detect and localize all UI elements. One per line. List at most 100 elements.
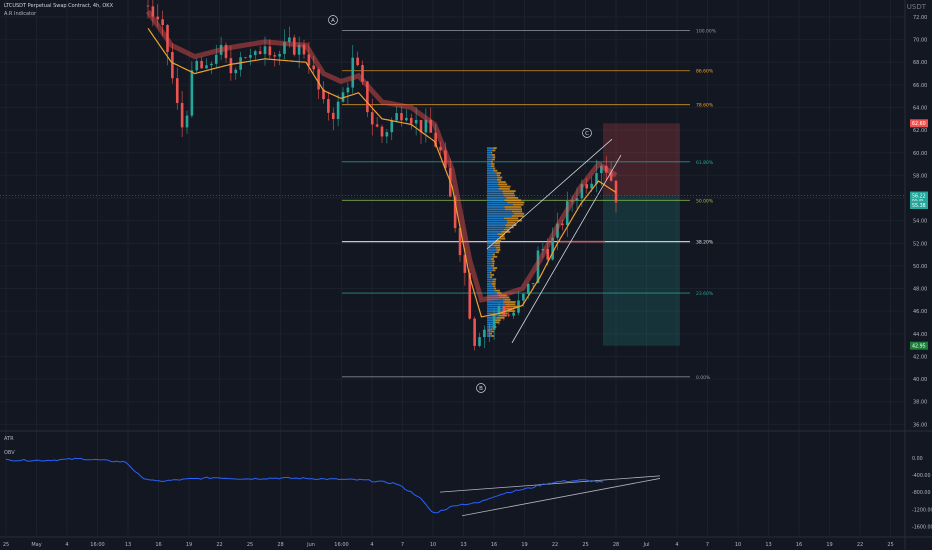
price-tick-label: 66.00 xyxy=(913,83,927,89)
candle-body xyxy=(190,70,194,116)
profile-bar-up xyxy=(487,167,493,170)
profile-bar-down xyxy=(491,154,495,156)
profile-bar-down xyxy=(491,163,495,165)
profile-bar-down xyxy=(507,201,525,204)
profile-bar-up xyxy=(487,269,493,272)
candle-body xyxy=(414,119,418,124)
candle-body xyxy=(180,102,184,128)
profile-bar-up xyxy=(487,267,493,269)
profile-bar-down xyxy=(497,176,503,179)
time-tick-label: 16:00 xyxy=(334,542,348,548)
obv-tick-label: -800.00 xyxy=(912,490,931,496)
profile-bar-up xyxy=(487,174,497,177)
candle-body xyxy=(409,117,413,124)
trendlines[interactable] xyxy=(439,138,661,517)
obv-axis[interactable]: 0.00 -400.00 -800.00 -1200.00 -1600.00 xyxy=(912,456,932,531)
obv-tick-label: 0.00 xyxy=(912,456,923,462)
profile-bar-up xyxy=(487,255,493,258)
candle-body xyxy=(302,44,306,55)
candle-body xyxy=(205,65,208,69)
profile-bar-down xyxy=(497,183,508,186)
price-tag-target-bg xyxy=(910,341,928,350)
profile-bar-up xyxy=(487,240,496,242)
profile-bar-down xyxy=(511,210,523,213)
profile-bar-down xyxy=(493,285,496,288)
profile-bar-down xyxy=(499,296,510,299)
candle-body xyxy=(185,115,189,128)
profile-bar-up xyxy=(487,151,491,154)
risk-reward-projection[interactable] xyxy=(603,123,680,346)
profile-bar-down xyxy=(504,298,511,301)
profile-bar-down xyxy=(492,167,496,170)
obv-line xyxy=(5,457,604,514)
price-tag-target: 42.95 xyxy=(912,343,926,349)
wave-labels: A B C xyxy=(328,15,592,393)
time-tick-label: Jul xyxy=(642,542,649,548)
time-tick-label: 7 xyxy=(706,542,709,548)
profile-bar-down xyxy=(491,158,495,161)
profile-bar-down xyxy=(501,230,511,233)
wave-label: B xyxy=(479,386,483,392)
profile-bar-down xyxy=(493,169,498,172)
candle-body xyxy=(497,306,501,315)
profile-bar-up xyxy=(487,326,493,328)
profile-bar-down xyxy=(497,233,505,236)
grid xyxy=(0,0,905,535)
profile-bar-up xyxy=(487,221,507,224)
candle-body xyxy=(171,52,174,79)
profile-bar-up xyxy=(487,307,503,310)
profile-bar-up xyxy=(487,235,500,238)
profile-bar-up xyxy=(487,197,507,199)
price-tick-label: 52.00 xyxy=(913,241,927,247)
profile-bar-up xyxy=(487,253,493,256)
price-tick-label: 62.00 xyxy=(913,128,927,134)
price-tick-label: 40.00 xyxy=(913,377,927,383)
profile-bar-down xyxy=(493,287,497,290)
profile-bar-down xyxy=(505,224,517,226)
candle-body xyxy=(570,200,574,202)
price-tick-label: 46.00 xyxy=(913,309,927,315)
profile-bar-down xyxy=(492,262,495,265)
currency-label: USDT xyxy=(906,3,926,11)
profile-bar-up xyxy=(487,294,499,297)
candle-body xyxy=(580,184,584,199)
fibonacci-retracement[interactable]: 100.00% 86.60% 78.60% 61.80% 50.00% 38.20% 23.… xyxy=(342,29,717,381)
profile-bar-down xyxy=(491,335,495,337)
time-tick-label: 4 xyxy=(675,542,678,548)
price-tick-label: 70.00 xyxy=(913,38,927,44)
candle-body xyxy=(283,42,286,54)
wedge-upper-line xyxy=(486,138,613,250)
profile-bar-down xyxy=(492,269,496,272)
candle-body xyxy=(263,46,267,55)
candle-body xyxy=(175,78,179,103)
fib-level-label: 61.80% xyxy=(696,160,714,166)
profile-bar-up xyxy=(487,323,494,326)
price-axis[interactable]: 72.00 70.00 68.00 66.00 64.00 62.00 60.00 58.00… xyxy=(0,15,928,428)
candle-body xyxy=(502,306,506,315)
time-axis[interactable]: 25 May 4 16:00 13 16 19 22 25 28 Jun 16:00 4 7 10 13 16 1… xyxy=(3,542,894,548)
profile-bar-down xyxy=(494,289,500,292)
time-tick-label: 16:00 xyxy=(90,542,104,548)
profile-bar-up xyxy=(487,163,492,165)
price-tag-current-bg xyxy=(910,191,928,204)
profile-bar-down xyxy=(489,276,493,279)
profile-bar-down xyxy=(492,149,496,152)
price-tag-current: 56.22 xyxy=(912,193,926,199)
chart-title: LTCUSDT Perpetual Swap Contract, 4h, OKX xyxy=(4,3,114,9)
profile-bar-up xyxy=(487,201,508,204)
candle-body xyxy=(229,58,233,74)
profile-bar-down xyxy=(506,197,519,199)
candle-body xyxy=(429,119,433,133)
candle-body xyxy=(405,117,408,121)
price-tick-label: 58.00 xyxy=(913,173,927,179)
candle-body xyxy=(492,314,496,330)
wedge-lower-line xyxy=(511,154,622,344)
profile-bar-up xyxy=(487,310,508,312)
candle-body xyxy=(258,51,262,55)
time-tick-label: May xyxy=(31,542,41,548)
profile-bar-down xyxy=(491,330,495,333)
candle-body xyxy=(395,113,398,121)
profile-bar-down xyxy=(503,301,516,303)
